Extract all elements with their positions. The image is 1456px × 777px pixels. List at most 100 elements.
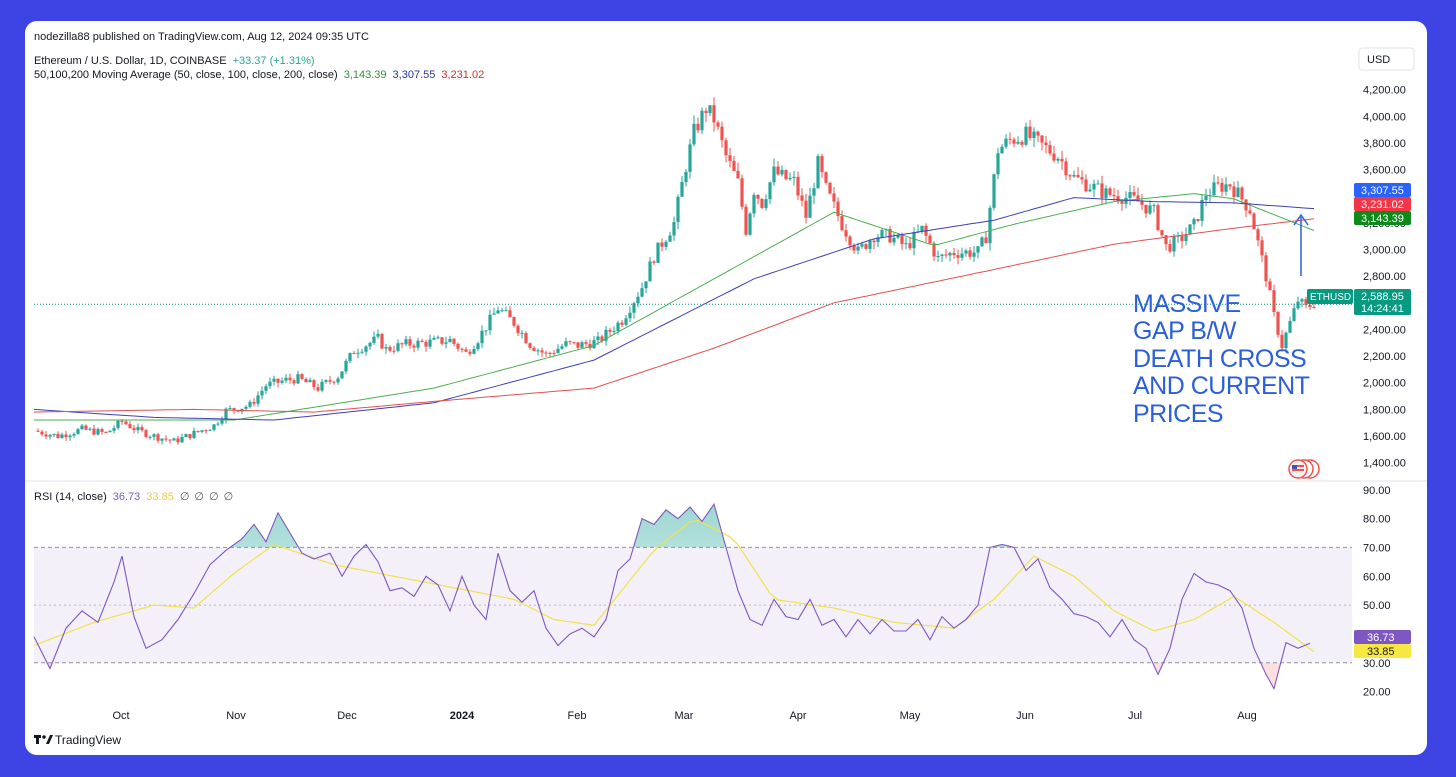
candle-body — [516, 325, 520, 334]
price-tick-label: 3,800.00 — [1363, 138, 1406, 150]
candle-body — [692, 123, 696, 145]
candle-body — [788, 178, 792, 180]
candle-body — [1268, 281, 1272, 291]
candle-body — [172, 438, 176, 441]
candle-body — [804, 200, 808, 218]
candle-body — [704, 110, 708, 114]
candle-body — [1188, 224, 1192, 235]
annotation-text: MASSIVE GAP B/W DEATH CROSS AND CURRENT … — [1133, 290, 1315, 428]
candle-body — [840, 215, 844, 231]
candle-body — [1032, 131, 1036, 139]
candle-body — [1200, 200, 1204, 221]
candle-body — [1044, 142, 1048, 146]
candle-body — [472, 348, 476, 354]
ma100-tag-label: 3,307.55 — [1361, 185, 1404, 197]
tradingview-chart[interactable]: nodezilla88 published on TradingView.com… — [25, 21, 1427, 755]
rsi-tag-label: 36.73 — [1367, 632, 1395, 644]
candle-body — [748, 213, 752, 235]
price-pane[interactable]: 1,400.00 1,600.00 1,800.00 2,000.00 2,200.00… — [25, 85, 1427, 482]
candle-body — [308, 380, 312, 383]
ma50-price-tag: 3,143.39 — [1354, 211, 1411, 225]
candle-body — [764, 199, 768, 208]
ma200-tag-label: 3,231.02 — [1361, 199, 1404, 211]
candle-body — [648, 261, 652, 282]
candle-body — [192, 430, 196, 439]
candle-body — [484, 330, 488, 332]
us-flag-icon[interactable] — [1288, 459, 1320, 479]
rsi-pane[interactable]: 20.0030.0040.0050.0060.0070.0080.0090.00… — [33, 485, 1391, 722]
tradingview-logo[interactable]: TradingView — [34, 733, 121, 747]
x-axis-label: Dec — [337, 710, 357, 722]
candle-body — [852, 245, 856, 251]
candle-body — [712, 105, 716, 123]
symbol-name: Ethereum / U.S. Dollar, 1D, COINBASE — [34, 55, 227, 67]
candle-body — [620, 322, 624, 325]
candle-body — [244, 406, 248, 409]
candle-body — [272, 378, 276, 382]
rsi-legend: RSI (14, close) 36.73 33.85 ∅ ∅ ∅ ∅ — [34, 491, 233, 503]
candle-body — [1184, 234, 1188, 242]
candle-body — [404, 339, 408, 345]
rsi-ma-line — [33, 519, 1315, 653]
candle-body — [372, 336, 376, 343]
candle-body — [72, 433, 76, 436]
candle-body — [912, 232, 916, 249]
rsi-extra: ∅ — [180, 491, 190, 503]
countdown-label: 14:24:41 — [1361, 303, 1404, 315]
candle-body — [104, 431, 108, 433]
x-axis-label: Aug — [1237, 710, 1257, 722]
tradingview-brand: TradingView — [55, 733, 121, 747]
candle-body — [1256, 229, 1260, 241]
candle-body — [128, 424, 132, 429]
candle-body — [164, 438, 168, 440]
ma100-price-tag: 3,307.55 — [1354, 183, 1411, 197]
candle-body — [344, 361, 348, 372]
candle-body — [252, 401, 256, 404]
candle-body — [652, 261, 656, 263]
candle-body — [628, 312, 632, 319]
candle-body — [1248, 210, 1252, 214]
rsi-extra: ∅ — [209, 491, 219, 503]
tradingview-logo-icon — [34, 735, 53, 744]
candle-body — [1104, 188, 1108, 198]
candle-body — [200, 430, 204, 432]
candle-body — [820, 156, 824, 173]
rsi-tick-label: 50.00 — [1363, 600, 1391, 612]
rsi-oversold-fill — [47, 662, 1281, 689]
candle-body — [532, 347, 536, 351]
candle-body — [216, 423, 220, 425]
candle-body — [368, 342, 372, 347]
candle-body — [728, 155, 732, 161]
candle-body — [740, 178, 744, 207]
candle-body — [1156, 205, 1160, 231]
candle-body — [68, 435, 72, 438]
candle-body — [612, 330, 616, 332]
candle-body — [1180, 235, 1184, 242]
candle-body — [640, 288, 644, 297]
candle-body — [124, 421, 128, 425]
candle-body — [868, 240, 872, 249]
candle-body — [1088, 189, 1092, 192]
currency-button[interactable]: USD — [1358, 47, 1415, 71]
candle-body — [784, 169, 788, 180]
rsi-ma-tag: 33.85 — [1354, 644, 1411, 658]
candle-body — [1276, 311, 1280, 335]
candle-body — [436, 337, 440, 339]
candle-body — [328, 380, 332, 382]
candle-body — [580, 342, 584, 348]
candle-body — [224, 408, 228, 420]
candle-body — [208, 429, 212, 431]
candle-body — [668, 235, 672, 242]
candle-body — [768, 182, 772, 200]
candle-body — [900, 235, 904, 245]
candle-body — [808, 195, 812, 218]
candle-body — [636, 296, 640, 304]
price-tick-label: 4,200.00 — [1363, 85, 1406, 97]
candle-body — [400, 343, 404, 345]
candle-body — [1300, 299, 1304, 302]
rsi-ma-tag-label: 33.85 — [1367, 646, 1395, 658]
candle-body — [388, 347, 392, 351]
candle-body — [1136, 195, 1140, 202]
candle-body — [228, 408, 232, 410]
candle-body — [780, 169, 784, 175]
